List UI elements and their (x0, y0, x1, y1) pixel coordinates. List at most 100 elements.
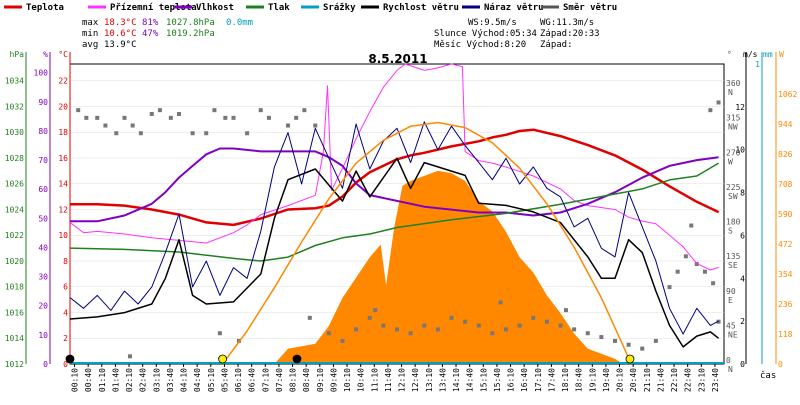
wind-direction-point (683, 254, 688, 259)
tick-label-temp: 14 (58, 180, 68, 189)
wind-direction-point (667, 285, 672, 290)
wind-direction-point (168, 115, 173, 120)
wind-direction-point (266, 115, 271, 120)
tick-label-dir: 0 (726, 356, 731, 365)
wind-direction-point (302, 108, 307, 113)
tick-label-dir: 135 (726, 252, 741, 261)
wind-direction-point (381, 323, 386, 328)
x-tick-label: 11:40 (384, 368, 393, 392)
info-moonset: Západ: (540, 40, 573, 50)
plot-area (65, 63, 724, 365)
tick-label-hpa: 1012 (5, 360, 24, 369)
x-tick-label: 08:40 (302, 368, 311, 392)
x-tick-label: 11:10 (370, 368, 379, 392)
x-axis-ticks: 00:10 00:40 01:10 01:40 02:10 02:40 03:10 03:40… (71, 364, 720, 392)
wind-direction-point (435, 327, 440, 332)
wind-direction-point (498, 300, 503, 305)
wind-direction-point (544, 319, 549, 324)
x-tick-label: 17:40 (547, 368, 556, 392)
tick-label-w: 826 (778, 150, 793, 159)
x-tick-label: 23:10 (697, 368, 706, 392)
x-tick-label: 10:40 (357, 368, 366, 392)
x-tick-label: 02:10 (125, 368, 134, 392)
wind-direction-point (231, 115, 236, 120)
x-tick-label: 05:10 (207, 368, 216, 392)
chart-title: 8.5.2011 (368, 52, 427, 66)
wind-direction-point (558, 323, 563, 328)
x-tick-label: 04:40 (193, 368, 202, 392)
axis-label-mm: mm (763, 50, 773, 59)
tick-label-hpa: 1034 (5, 77, 24, 86)
tick-label-dir-name: NE (728, 330, 738, 339)
wind-direction-point (286, 123, 290, 128)
wind-direction-point (572, 327, 577, 332)
stats-max-label: max (82, 18, 99, 28)
legend-label: Přízemní teplota (110, 3, 197, 13)
tick-label-temp: 18 (58, 128, 68, 137)
x-tick-label: 16:40 (520, 368, 529, 392)
stats-max-temp: 18.3°C (104, 18, 137, 28)
tick-label-w: 1062 (778, 90, 797, 99)
x-tick-label: 15:40 (493, 368, 502, 392)
wind-direction-point (258, 108, 263, 113)
info-wind-gust: WG:11.3m/s (540, 18, 594, 28)
tick-label-dir: 270 (726, 148, 741, 157)
tick-label-pct: 20 (38, 302, 48, 311)
axis-label-pct: % (43, 50, 48, 59)
tick-label-ms: 8 (740, 189, 745, 198)
tick-label-pct: 70 (38, 156, 48, 165)
stats-avg-temp: 13.9°C (104, 40, 137, 50)
x-tick-label: 00:10 (71, 368, 80, 392)
x-tick-label: 05:40 (220, 368, 229, 392)
tick-label-dir-name: E (728, 296, 733, 305)
wind-direction-point (326, 331, 331, 336)
x-tick-label: 04:10 (180, 368, 189, 392)
info-block: WS:9.5m/s WG:11.3m/s Slunce Východ:05:34… (434, 18, 600, 50)
wind-direction-point (367, 315, 372, 320)
x-tick-label: 22:40 (684, 368, 693, 392)
x-tick-label: 08:10 (289, 368, 298, 392)
x-tick-label: 07:40 (275, 368, 284, 392)
wind-direction-point (476, 323, 481, 328)
axis-label-hpa: hPa (10, 50, 25, 59)
wind-direction-point (340, 338, 345, 343)
tick-label-dir-name: SE (728, 261, 738, 270)
wind-direction-point (138, 131, 143, 136)
axis-label-dir: ° (727, 50, 732, 59)
tick-label-temp: 22 (58, 77, 68, 86)
tick-label-w: 708 (778, 180, 793, 189)
info-sunset: Západ:20:33 (540, 29, 600, 39)
stats-min-label: min (82, 29, 98, 39)
tick-label-pct: 90 (38, 98, 48, 107)
info-wind-speed: WS:9.5m/s (468, 18, 517, 28)
wind-direction-point (613, 338, 617, 343)
x-tick-label: 06:40 (248, 368, 257, 392)
tick-label-temp: 4 (63, 308, 68, 317)
wind-direction-point (463, 319, 468, 324)
wind-direction-point (531, 315, 536, 320)
wind-direction-point (149, 112, 154, 116)
tick-label-pct: 80 (38, 127, 48, 136)
marker-sunrise (218, 354, 228, 364)
tick-label-ms: 2 (740, 317, 745, 326)
tick-label-ms: 4 (740, 274, 745, 283)
tick-label-w: 236 (778, 300, 793, 309)
x-tick-label: 20:40 (629, 368, 638, 392)
wind-direction-point (689, 223, 694, 228)
series-line-press (69, 162, 719, 262)
tick-label-w: 944 (778, 120, 793, 129)
tick-label-temp: 12 (58, 205, 68, 214)
tick-label-hpa: 1022 (5, 231, 24, 240)
x-tick-label: 00:40 (84, 368, 93, 392)
stats-max-hum: 81% (142, 18, 159, 28)
tick-label-hpa: 1026 (5, 180, 24, 189)
x-tick-label: 22:10 (670, 368, 679, 392)
tick-label-w: 590 (778, 210, 793, 219)
tick-label-pct: 60 (38, 185, 48, 194)
tick-label-temp: 2 (63, 334, 68, 343)
wind-direction-point (307, 315, 312, 320)
tick-label-temp: 6 (63, 283, 68, 292)
x-tick-label: 19:40 (602, 368, 611, 392)
stats-min-hum: 47% (142, 29, 159, 39)
wind-direction-point (212, 108, 217, 113)
